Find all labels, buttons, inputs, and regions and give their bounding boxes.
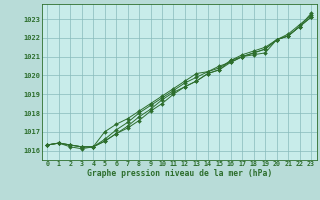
X-axis label: Graphe pression niveau de la mer (hPa): Graphe pression niveau de la mer (hPa)	[87, 169, 272, 178]
